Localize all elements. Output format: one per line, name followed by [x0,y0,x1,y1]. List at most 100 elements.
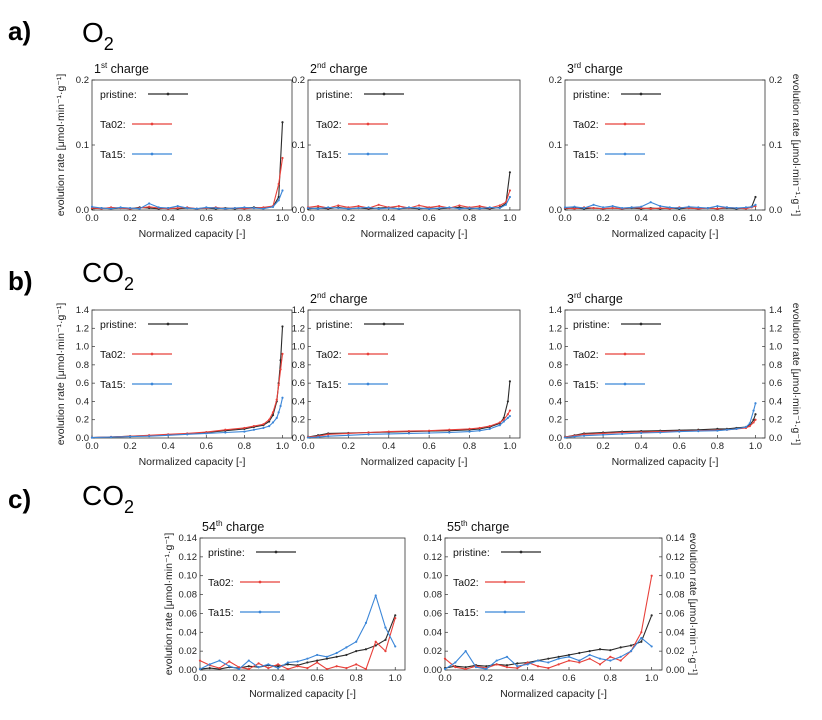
x-tick-label: 0.6 [200,441,213,452]
data-point-Ta15 [148,435,151,438]
legend-label-Ta15: Ta15: [100,149,126,161]
legend-label-Ta02: Ta02: [573,349,599,361]
data-point-Ta15 [687,205,690,208]
data-point-Ta02 [148,205,151,208]
data-point-Ta15 [716,429,719,432]
data-point-Ta15 [474,666,478,669]
data-point-Ta15 [536,659,540,662]
data-point-pristine [752,418,755,421]
legend-marker-Ta15 [623,382,627,386]
y-tick-label: 0.2 [549,75,562,86]
y-tick-label: 0.8 [292,360,305,371]
data-point-Ta02 [327,433,330,436]
y-tick-label: 0.06 [424,608,443,619]
y-tick-label: 0.02 [424,646,443,657]
data-point-Ta15 [237,667,241,671]
series-line-Ta15 [564,403,757,439]
x-tick-label: 0.2 [123,213,136,224]
data-point-Ta15 [243,206,246,209]
data-point-pristine [609,649,612,652]
x-tick-label: 0.2 [342,213,355,224]
chart-title: 54th charge [202,519,264,534]
series-line-Ta02 [444,575,653,670]
data-point-pristine [345,653,348,657]
y-tick-label: 1.2 [292,323,305,334]
x-tick-label: 0.2 [596,213,609,224]
y-tick-label: 0.2 [292,75,305,86]
chart-title: 3rd charge [567,291,623,306]
data-point-pristine [754,413,757,416]
gas-label-a: O2 [82,17,114,54]
x-tick-label: 0.2 [342,441,355,452]
data-point-Ta15 [345,646,348,649]
gas-label-c: CO2 [82,480,134,517]
legend-label-Ta02: Ta02: [100,349,126,361]
data-point-Ta15 [649,201,652,204]
charts-group: 0.0 0.2 0.4 0.6 0.8 1.0 0.0 0.1 0.2 Normalized ca… [55,61,802,700]
x-tick-label: 1.0 [645,673,658,684]
data-point-Ta02 [252,425,256,428]
data-point-pristine [598,648,602,651]
data-point-Ta15 [327,206,330,209]
data-point-Ta02 [224,428,227,431]
chart-title: 55th charge [447,519,509,534]
data-point-Ta15 [208,663,211,666]
data-point-Ta15 [750,205,753,208]
y-tick-label-right: 0.14 [666,533,685,544]
y-tick-label: 0.8 [76,360,89,371]
data-point-Ta15 [716,205,719,208]
y-tick-label: 0.0 [76,433,89,444]
data-point-Ta15 [735,206,738,210]
x-tick-label: 0.6 [311,673,324,684]
legend-marker-pristine [274,550,278,554]
chart-a2: 0.0 0.2 0.4 0.6 0.8 1.0 0.0 0.1 0.2 Normalized ca… [292,61,521,240]
data-point-Ta15 [573,435,576,438]
data-point-Ta02 [364,667,368,671]
y-tick-label-right: 0.1 [769,140,782,151]
x-axis-label: Normalized capacity [-] [139,456,246,468]
data-point-Ta02 [257,662,260,665]
data-point-Ta15 [377,207,380,210]
data-point-pristine [578,651,581,655]
x-tick-label: 0.4 [635,441,648,452]
data-point-Ta15 [355,640,358,643]
data-point-Ta15 [279,404,282,408]
legend-label-pristine: pristine: [208,547,245,559]
legend-marker-pristine [382,92,386,96]
legend-label-pristine: pristine: [316,89,353,101]
data-point-Ta02 [397,205,400,208]
data-point-pristine [247,665,250,668]
data-point-Ta15 [428,431,431,435]
legend-marker-pristine [639,322,643,326]
data-point-Ta15 [367,433,370,436]
legend-marker-Ta15 [366,382,370,386]
data-point-Ta15 [526,663,529,666]
legend-label-Ta02: Ta02: [316,119,342,131]
y-tick-label: 0.0 [549,433,562,444]
data-point-pristine [640,640,643,643]
data-point-Ta15 [224,207,227,210]
data-point-pristine [374,644,377,647]
data-point-Ta15 [508,195,512,199]
series-line-Ta15 [307,415,511,439]
data-point-Ta02 [394,617,397,620]
data-point-Ta15 [464,650,467,653]
x-tick-label: 1.0 [389,673,402,684]
x-tick-label: 1.0 [276,213,289,224]
data-point-Ta15 [640,431,643,435]
data-point-Ta15 [438,206,441,210]
series-line-Ta02 [307,410,511,438]
data-point-Ta15 [367,206,370,209]
data-point-Ta15 [592,203,595,206]
data-point-Ta15 [138,207,141,210]
data-point-Ta02 [428,429,431,432]
chart-b1: 0.0 0.2 0.4 0.6 0.8 1.0 0.0 0.2 0.4 0.6 0.8 1.0 1.2 1… [55,303,293,468]
legend-marker-pristine [166,92,170,96]
data-point-Ta15 [100,206,103,210]
data-point-Ta02 [592,206,595,210]
series-line-Ta15 [307,196,511,210]
y-tick-label: 0.0 [292,433,305,444]
data-point-Ta15 [498,206,501,210]
data-point-Ta02 [516,667,519,670]
